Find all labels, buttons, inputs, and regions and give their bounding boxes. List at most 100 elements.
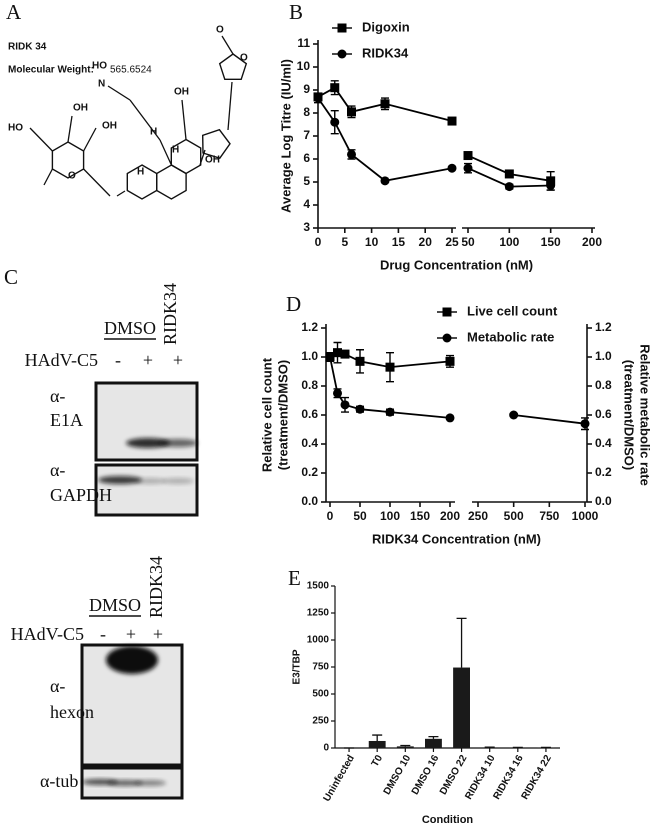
x-axis-label: Drug Concentration (nM) bbox=[380, 257, 533, 272]
bond bbox=[116, 190, 126, 197]
infection-sign: + bbox=[153, 624, 163, 644]
y-axis-label: E3/TBP bbox=[292, 649, 303, 684]
atom-label: O bbox=[240, 53, 248, 64]
x-tick-label: Uninfected bbox=[322, 753, 357, 803]
band bbox=[106, 646, 158, 674]
marker bbox=[325, 352, 335, 362]
y-tick-label: 1500 bbox=[307, 581, 330, 592]
marker bbox=[340, 349, 350, 359]
mw-label: Molecular Weight: bbox=[8, 65, 94, 76]
x-tick-label: 15 bbox=[392, 235, 406, 249]
x-tick-label: DMSO 10 bbox=[382, 753, 414, 797]
bond bbox=[129, 99, 161, 141]
y2-tick-label: 0.4 bbox=[595, 436, 612, 450]
infection-sign: + bbox=[173, 350, 183, 370]
atom-label: N bbox=[98, 79, 105, 90]
bar bbox=[425, 738, 442, 748]
band bbox=[126, 438, 170, 448]
y-tick-label: 7 bbox=[303, 128, 310, 142]
treatment-label: DMSO bbox=[104, 318, 156, 338]
marker bbox=[445, 413, 455, 423]
panel-label: B bbox=[289, 0, 303, 24]
atom-label: OH bbox=[102, 121, 117, 132]
band bbox=[158, 439, 198, 447]
ring bbox=[201, 128, 231, 160]
x-tick-label: 10 bbox=[365, 235, 379, 249]
bond bbox=[29, 127, 53, 152]
x-tick-label: 200 bbox=[582, 235, 602, 249]
y2-tick-label: 0.8 bbox=[595, 378, 612, 392]
infection-sign: - bbox=[100, 624, 106, 644]
bar bbox=[368, 740, 386, 748]
x-axis-label: Condition bbox=[422, 814, 474, 826]
antibody-label: α- bbox=[50, 460, 65, 480]
marker bbox=[504, 169, 514, 179]
x-tick-label: 150 bbox=[541, 235, 561, 249]
bond bbox=[159, 139, 172, 166]
marker bbox=[330, 83, 340, 93]
legend-label: Digoxin bbox=[362, 19, 410, 34]
y-tick-label: 0.4 bbox=[301, 436, 318, 450]
y-tick-label: 0 bbox=[323, 743, 329, 754]
y-tick-label: 1000 bbox=[307, 635, 330, 646]
y-tick-label: 1.0 bbox=[301, 349, 318, 363]
treatment-label: RIDK34 bbox=[146, 556, 166, 618]
y-tick-label: 8 bbox=[303, 105, 310, 119]
x-tick-label: DMSO 22 bbox=[438, 753, 470, 797]
y-tick-label: 6 bbox=[303, 151, 310, 165]
y-tick-label: 3 bbox=[303, 220, 310, 234]
y2-tick-label: 1.0 bbox=[595, 349, 612, 363]
x-tick-label: 200 bbox=[440, 509, 460, 523]
marker bbox=[447, 163, 457, 173]
error-bar bbox=[428, 736, 439, 739]
antibody-label: GAPDH bbox=[50, 485, 112, 505]
infection-sign: - bbox=[115, 350, 121, 370]
infection-label: HAdV-C5 bbox=[25, 350, 98, 370]
x-tick-label: 25 bbox=[445, 235, 459, 249]
y-tick-label: 4 bbox=[303, 197, 310, 211]
x-tick-label: T0 bbox=[370, 753, 386, 769]
bond bbox=[181, 99, 187, 140]
marker bbox=[380, 99, 390, 109]
y2-tick-label: 0.6 bbox=[595, 407, 612, 421]
series-line bbox=[513, 414, 586, 425]
mw-value: 565.6524 bbox=[110, 65, 152, 76]
bond bbox=[227, 81, 233, 131]
bond bbox=[107, 85, 131, 101]
y2-tick-label: 0.0 bbox=[595, 494, 612, 508]
y-tick-label: 0.6 bbox=[301, 407, 318, 421]
infection-sign: + bbox=[126, 624, 136, 644]
x-tick-label: 150 bbox=[410, 509, 430, 523]
marker bbox=[463, 163, 473, 173]
band bbox=[134, 478, 166, 484]
legend-label: Live cell count bbox=[467, 303, 558, 318]
marker bbox=[509, 410, 519, 420]
y-tick-label: 750 bbox=[312, 662, 329, 673]
antibody-label: hexon bbox=[50, 702, 94, 722]
atom-label: OH bbox=[174, 87, 189, 98]
infection-sign: + bbox=[143, 350, 153, 370]
x-tick-label: 0 bbox=[327, 509, 334, 523]
bond bbox=[43, 168, 53, 186]
antibody-label: α-tub bbox=[40, 771, 78, 791]
legend-marker bbox=[337, 49, 347, 59]
x-tick-label: 50 bbox=[461, 235, 475, 249]
atom-label: OH bbox=[73, 103, 88, 114]
band bbox=[98, 476, 142, 484]
y-axis-label: Relative cell count bbox=[259, 357, 274, 472]
ring bbox=[170, 138, 202, 175]
x-tick-label: 5 bbox=[341, 235, 348, 249]
legend-label: RIDK34 bbox=[362, 45, 409, 60]
x-tick-label: 1000 bbox=[572, 509, 599, 523]
antibody-label: α- bbox=[50, 676, 65, 696]
x-tick-label: 100 bbox=[499, 235, 519, 249]
marker bbox=[546, 180, 556, 190]
band bbox=[162, 478, 194, 484]
atom-label: H bbox=[137, 167, 144, 178]
y-axis-label: (treatment/DMSO) bbox=[622, 360, 637, 471]
atom-label: O bbox=[216, 25, 224, 36]
y-tick-label: 0.0 bbox=[301, 494, 318, 508]
y-tick-label: 1.2 bbox=[301, 320, 318, 334]
marker bbox=[333, 348, 342, 358]
